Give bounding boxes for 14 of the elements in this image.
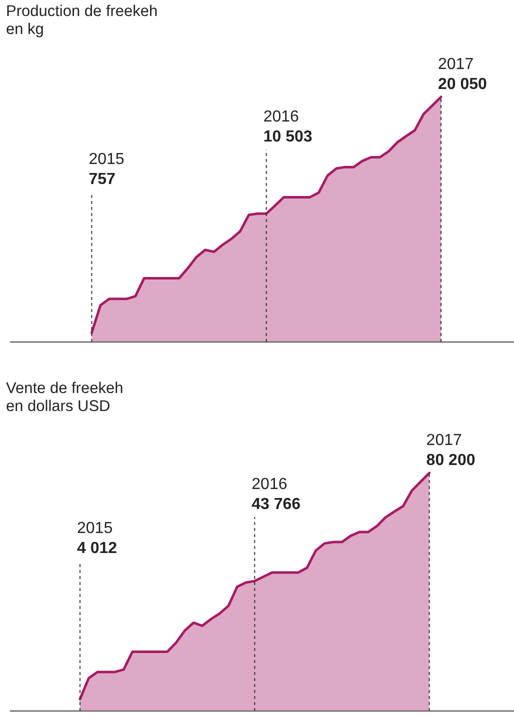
chart-title: Vente de freekeh en dollars USD [6,380,124,415]
annotation: 2015 [77,520,113,537]
annotation: 2016 [252,476,288,494]
annotation: 2015 [88,151,124,168]
annotation: 10 503 [263,128,312,146]
text: 2017 [426,432,462,449]
annotation: 757 [88,171,116,188]
annotation: 4 012 [77,540,118,557]
text: 2017 [438,56,474,73]
text: 20 050 [438,76,488,93]
annotation: 43 766 [252,496,301,514]
annotation: 2016 [263,108,300,126]
chart-title: Production de freekeh en kg [6,3,158,38]
text: 80 200 [426,452,476,469]
